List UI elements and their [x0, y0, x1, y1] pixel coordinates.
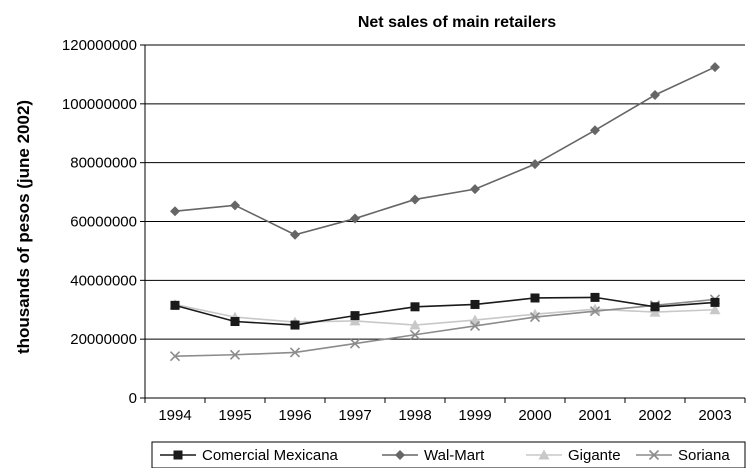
data-point-soriana — [349, 338, 361, 349]
data-point-soriana — [229, 349, 241, 360]
data-point-gigante — [349, 315, 361, 326]
series-line-comercial-mexicana — [174, 296, 716, 326]
y-tick-label: 40000000 — [70, 272, 137, 289]
series-wal-mart — [170, 62, 720, 240]
legend: Comercial Mexicana Wal-Mart Gigante Soriana — [151, 441, 746, 468]
legend-label-gigante: Gigante — [568, 447, 621, 464]
legend-marker-soriana — [648, 449, 660, 461]
x-tick-labels: 1994 1995 1996 1997 1998 1999 2000 2001 2002 2003 — [158, 407, 731, 424]
data-point-comercial-mexicana — [530, 293, 540, 303]
data-point-comercial-mexicana — [470, 299, 480, 309]
legend-marker-comercial-mexicana — [173, 450, 183, 460]
series-comercial-mexicana — [170, 292, 720, 330]
data-point-comercial-mexicana — [230, 317, 240, 327]
legend-label-wal-mart: Wal-Mart — [424, 447, 485, 464]
legend-label-comercial-mexicana: Comercial Mexicana — [202, 447, 339, 464]
data-point-comercial-mexicana — [590, 292, 600, 302]
legend-item-gigante: Gigante — [526, 447, 621, 464]
data-point-wal-mart — [350, 213, 360, 224]
x-tick-label: 2003 — [698, 407, 731, 424]
data-point-comercial-mexicana — [710, 297, 720, 307]
data-point-wal-mart — [290, 229, 300, 240]
x-tick-label: 1998 — [398, 407, 431, 424]
x-tick-label: 2000 — [518, 407, 551, 424]
series-line-wal-mart — [174, 66, 716, 236]
legend-item-soriana: Soriana — [636, 447, 730, 464]
data-point-gigante — [409, 319, 421, 330]
data-point-comercial-mexicana — [350, 311, 360, 321]
data-point-wal-mart — [410, 194, 420, 205]
x-tick-label: 2002 — [638, 407, 671, 424]
data-point-wal-mart — [590, 125, 600, 136]
y-tick-label: 80000000 — [70, 155, 137, 172]
data-point-wal-mart — [710, 62, 720, 73]
data-point-gigante — [649, 306, 661, 317]
y-tick-label: 120000000 — [62, 37, 137, 54]
data-point-wal-mart — [530, 159, 540, 170]
chart-title: Net sales of main retailers — [358, 14, 556, 31]
data-point-soriana — [589, 306, 601, 317]
legend-marker-gigante — [538, 449, 550, 460]
data-point-gigante — [469, 314, 481, 325]
data-point-soriana — [529, 312, 541, 323]
data-point-soriana — [469, 320, 481, 331]
legend-item-wal-mart: Wal-Mart — [382, 447, 485, 464]
legend-item-comercial-mexicana: Comercial Mexicana — [160, 447, 339, 464]
y-axis-label: thousands of pesos (june 2002) — [14, 100, 33, 354]
x-tick-label: 2001 — [578, 407, 611, 424]
data-point-comercial-mexicana — [170, 300, 180, 310]
legend-label-soriana: Soriana — [678, 447, 730, 464]
x-tick-label: 1997 — [338, 407, 371, 424]
legend-marker-wal-mart — [395, 450, 405, 460]
series-lines — [169, 62, 721, 362]
gridlines — [145, 44, 745, 340]
y-tick-label: 100000000 — [62, 96, 137, 113]
y-tick-label: 20000000 — [70, 331, 137, 348]
series-line-soriana — [174, 298, 716, 358]
data-point-comercial-mexicana — [410, 302, 420, 312]
data-point-gigante — [709, 304, 721, 315]
data-point-soriana — [289, 347, 301, 358]
x-tick-label: 1994 — [158, 407, 191, 424]
data-point-soriana — [169, 351, 181, 362]
data-point-wal-mart — [230, 200, 240, 211]
y-tick-label: 0 — [129, 390, 137, 407]
data-point-comercial-mexicana — [650, 302, 660, 312]
data-point-wal-mart — [170, 206, 180, 217]
data-point-soriana — [409, 329, 421, 340]
y-tick-labels: 0 20000000 40000000 60000000 80000000 1000000… — [62, 37, 137, 407]
series-soriana — [169, 294, 721, 362]
series-line-gigante — [174, 303, 716, 326]
data-point-wal-mart — [650, 90, 660, 101]
data-point-comercial-mexicana — [290, 320, 300, 330]
data-point-wal-mart — [470, 184, 480, 195]
x-tick-label: 1995 — [218, 407, 251, 424]
x-tick-label: 1999 — [458, 407, 491, 424]
axes — [140, 44, 746, 403]
y-tick-label: 60000000 — [70, 214, 137, 231]
x-tick-label: 1996 — [278, 407, 311, 424]
